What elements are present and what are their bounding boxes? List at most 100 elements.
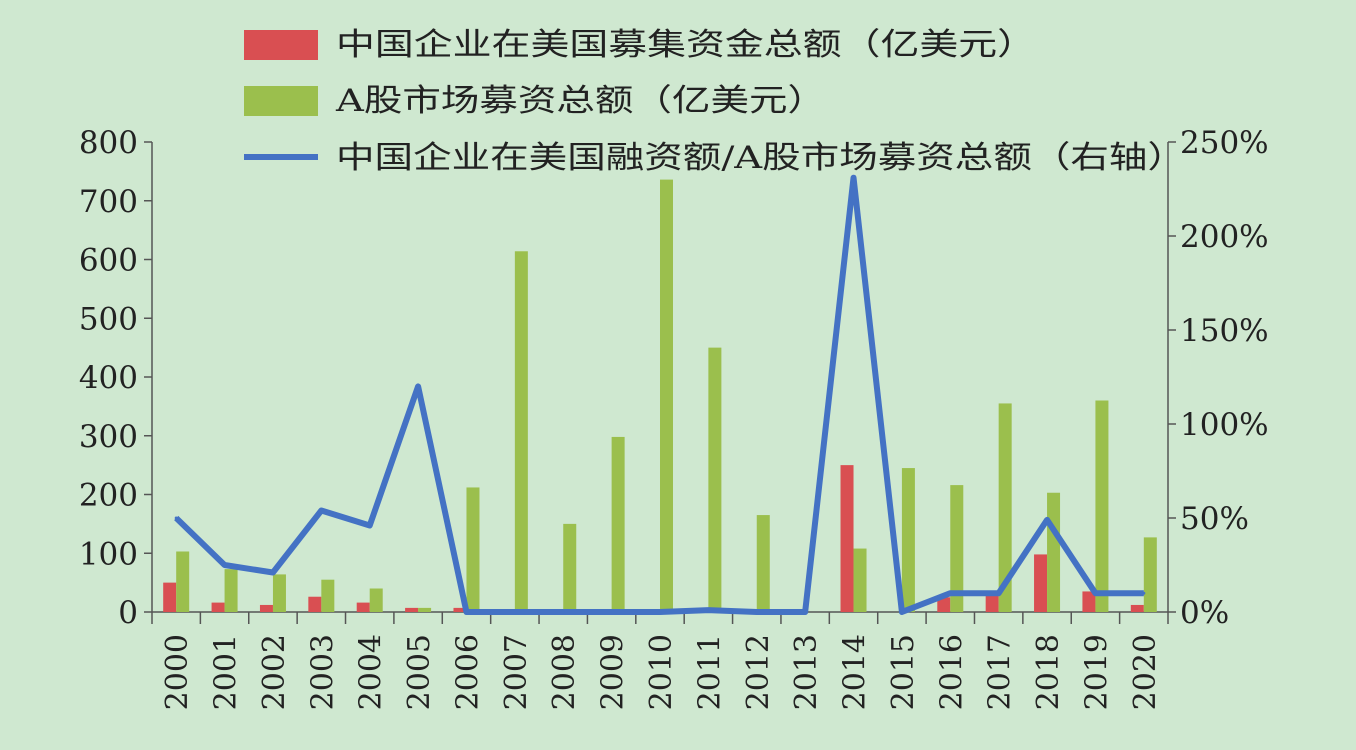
bar-2006-s0 bbox=[453, 607, 467, 612]
bar-2019-s1 bbox=[1095, 400, 1109, 612]
axes-group: 0 100 200 300 400 500 600 700 800 0% 50% 100% 150% 20… bbox=[79, 125, 1269, 710]
x-tick-label: 2006 bbox=[450, 634, 485, 710]
bar-2015-s1 bbox=[901, 468, 915, 612]
bar-2004-s0 bbox=[356, 602, 370, 612]
y2-tick-label: 250% bbox=[1180, 125, 1269, 161]
x-tick-label: 2009 bbox=[596, 634, 631, 710]
legend-swatch-1 bbox=[244, 86, 318, 116]
y-tick-label: 200 bbox=[79, 478, 138, 514]
x-tick-label: 2015 bbox=[886, 634, 921, 710]
bar-2020-s1 bbox=[1143, 537, 1157, 612]
bar-2007-s1 bbox=[514, 251, 528, 612]
bar-2011-s1 bbox=[708, 347, 722, 612]
line-point-2010 bbox=[658, 610, 662, 614]
x-tick-label: 2002 bbox=[257, 634, 292, 710]
y-tick-label: 0 bbox=[118, 595, 138, 631]
x-tick-label: 2001 bbox=[209, 634, 244, 710]
bar-2010-s1 bbox=[660, 179, 673, 612]
bar-2001-s1 bbox=[224, 569, 238, 612]
y2-tick-label: 50% bbox=[1180, 501, 1249, 537]
y2-tick-label: 200% bbox=[1180, 219, 1269, 255]
line-point-2014 bbox=[852, 176, 856, 180]
x-tick-label: 2004 bbox=[354, 634, 389, 710]
bar-2003-s1 bbox=[321, 579, 335, 612]
line-point-2003 bbox=[319, 508, 323, 512]
bar-2001-s0 bbox=[211, 602, 225, 612]
y-tick-label: 300 bbox=[79, 419, 138, 455]
bar-2018-s1 bbox=[1047, 492, 1061, 612]
legend-label-1: A股市场募资总额（亿美元） bbox=[335, 83, 826, 119]
line-point-2019 bbox=[1093, 591, 1097, 595]
line-point-2017 bbox=[997, 591, 1001, 595]
x-tick-label: 2016 bbox=[934, 634, 969, 710]
line-point-2001 bbox=[223, 563, 227, 567]
legend-label-0: 中国企业在美国募集资金总额（亿美元） bbox=[336, 27, 1036, 63]
bar-2017-s1 bbox=[998, 403, 1012, 612]
line-point-2013 bbox=[803, 610, 807, 614]
y-tick-label: 700 bbox=[79, 184, 138, 220]
x-tick-label: 2012 bbox=[741, 634, 776, 710]
x-tick-label: 2011 bbox=[692, 634, 727, 710]
line-point-2016 bbox=[948, 591, 952, 595]
line-group bbox=[174, 174, 1146, 615]
x-tick-label: 2010 bbox=[644, 634, 679, 710]
y2-tick-label: 0% bbox=[1180, 595, 1229, 631]
bar-2008-s1 bbox=[563, 523, 577, 612]
y-tick-label: 600 bbox=[79, 243, 138, 279]
x-tick-label: 2007 bbox=[499, 634, 534, 710]
line-point-2011 bbox=[706, 608, 710, 612]
bar-2009-s1 bbox=[611, 436, 625, 612]
x-tick-label: 2000 bbox=[160, 634, 195, 710]
bar-2016-s0 bbox=[937, 597, 951, 612]
line-point-2007 bbox=[513, 610, 517, 614]
bar-2017-s0 bbox=[985, 594, 999, 612]
bar-2002-s0 bbox=[259, 604, 273, 612]
y2-tick-label: 150% bbox=[1180, 313, 1269, 349]
x-tick-label: 2005 bbox=[402, 634, 437, 710]
x-tick-label: 2008 bbox=[547, 634, 582, 710]
y-tick-label: 100 bbox=[79, 536, 138, 572]
bar-2014-s1 bbox=[853, 548, 867, 612]
x-tick-label: 2003 bbox=[305, 634, 340, 710]
legend-label-2: 中国企业在美国融资额/A股市场募资总额（右轴） bbox=[336, 140, 1186, 176]
line-point-2018 bbox=[1045, 518, 1049, 522]
bar-2014-s0 bbox=[840, 465, 854, 612]
line-point-2004 bbox=[368, 524, 372, 528]
x-tick-label: 2013 bbox=[789, 634, 824, 710]
bar-2000-s1 bbox=[176, 551, 190, 612]
bar-2000-s0 bbox=[163, 582, 177, 612]
bar-2006-s1 bbox=[466, 487, 480, 612]
line-point-2002 bbox=[271, 571, 275, 575]
line-point-2015 bbox=[900, 610, 904, 614]
y-tick-label: 500 bbox=[79, 301, 138, 337]
bar-2019-s0 bbox=[1082, 591, 1096, 612]
bar-2005-s0 bbox=[405, 607, 419, 612]
bar-2004-s1 bbox=[369, 588, 383, 612]
x-tick-label: 2019 bbox=[1079, 634, 1114, 710]
x-tick-label: 2014 bbox=[838, 634, 873, 710]
bars-group bbox=[163, 179, 1157, 612]
legend: 中国企业在美国募集资金总额（亿美元） A股市场募资总额（亿美元） 中国企业在美国融资… bbox=[244, 27, 1186, 176]
y2-tick-label: 100% bbox=[1180, 407, 1269, 443]
bar-2002-s1 bbox=[272, 574, 286, 612]
line-point-2006 bbox=[464, 610, 468, 614]
y-tick-label: 400 bbox=[79, 360, 138, 396]
line-point-2000 bbox=[174, 516, 178, 520]
bar-2012-s1 bbox=[756, 515, 770, 612]
bar-2005-s1 bbox=[418, 607, 432, 612]
x-tick-label: 2017 bbox=[983, 634, 1018, 710]
bar-2003-s0 bbox=[308, 596, 322, 612]
bar-2016-s1 bbox=[950, 485, 964, 612]
x-tick-label: 2020 bbox=[1128, 634, 1163, 710]
line-point-2009 bbox=[610, 610, 614, 614]
line-point-2005 bbox=[416, 384, 420, 388]
line-point-2020 bbox=[1142, 591, 1146, 595]
legend-swatch-0 bbox=[244, 30, 318, 60]
bar-2020-s0 bbox=[1130, 604, 1144, 612]
line-point-2008 bbox=[561, 610, 565, 614]
x-tick-label: 2018 bbox=[1031, 634, 1066, 710]
y-tick-label: 800 bbox=[79, 125, 138, 161]
bar-2018-s0 bbox=[1034, 554, 1048, 612]
line-point-2012 bbox=[755, 610, 759, 614]
